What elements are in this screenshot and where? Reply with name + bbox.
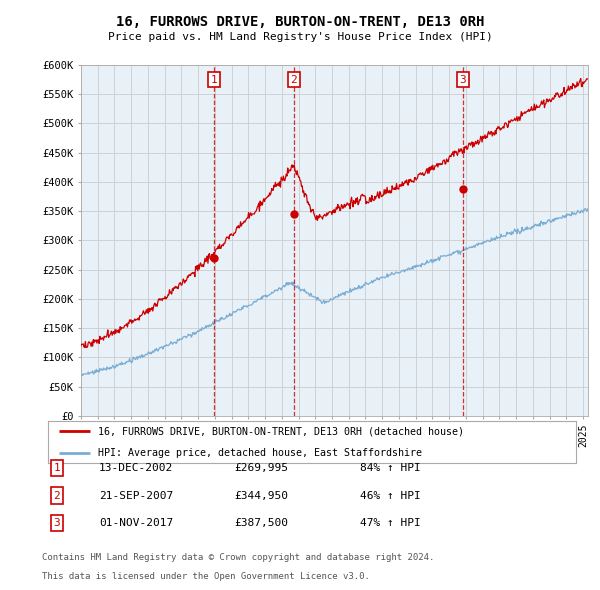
Text: 84% ↑ HPI: 84% ↑ HPI <box>360 463 421 473</box>
Text: 16, FURROWS DRIVE, BURTON-ON-TRENT, DE13 0RH (detached house): 16, FURROWS DRIVE, BURTON-ON-TRENT, DE13… <box>98 427 464 436</box>
Text: 2: 2 <box>53 491 61 500</box>
Text: 3: 3 <box>53 519 61 528</box>
Text: Price paid vs. HM Land Registry's House Price Index (HPI): Price paid vs. HM Land Registry's House … <box>107 32 493 42</box>
Text: £387,500: £387,500 <box>234 519 288 528</box>
Text: 01-NOV-2017: 01-NOV-2017 <box>99 519 173 528</box>
Text: 47% ↑ HPI: 47% ↑ HPI <box>360 519 421 528</box>
Text: £344,950: £344,950 <box>234 491 288 500</box>
Text: 13-DEC-2002: 13-DEC-2002 <box>99 463 173 473</box>
Text: 1: 1 <box>53 463 61 473</box>
Text: HPI: Average price, detached house, East Staffordshire: HPI: Average price, detached house, East… <box>98 448 422 457</box>
Text: 46% ↑ HPI: 46% ↑ HPI <box>360 491 421 500</box>
Text: 2: 2 <box>290 74 297 84</box>
Text: 16, FURROWS DRIVE, BURTON-ON-TRENT, DE13 0RH: 16, FURROWS DRIVE, BURTON-ON-TRENT, DE13… <box>116 15 484 29</box>
Text: 1: 1 <box>211 74 217 84</box>
Text: This data is licensed under the Open Government Licence v3.0.: This data is licensed under the Open Gov… <box>42 572 370 581</box>
Text: 3: 3 <box>460 74 466 84</box>
Text: £269,995: £269,995 <box>234 463 288 473</box>
Text: Contains HM Land Registry data © Crown copyright and database right 2024.: Contains HM Land Registry data © Crown c… <box>42 553 434 562</box>
Text: 21-SEP-2007: 21-SEP-2007 <box>99 491 173 500</box>
